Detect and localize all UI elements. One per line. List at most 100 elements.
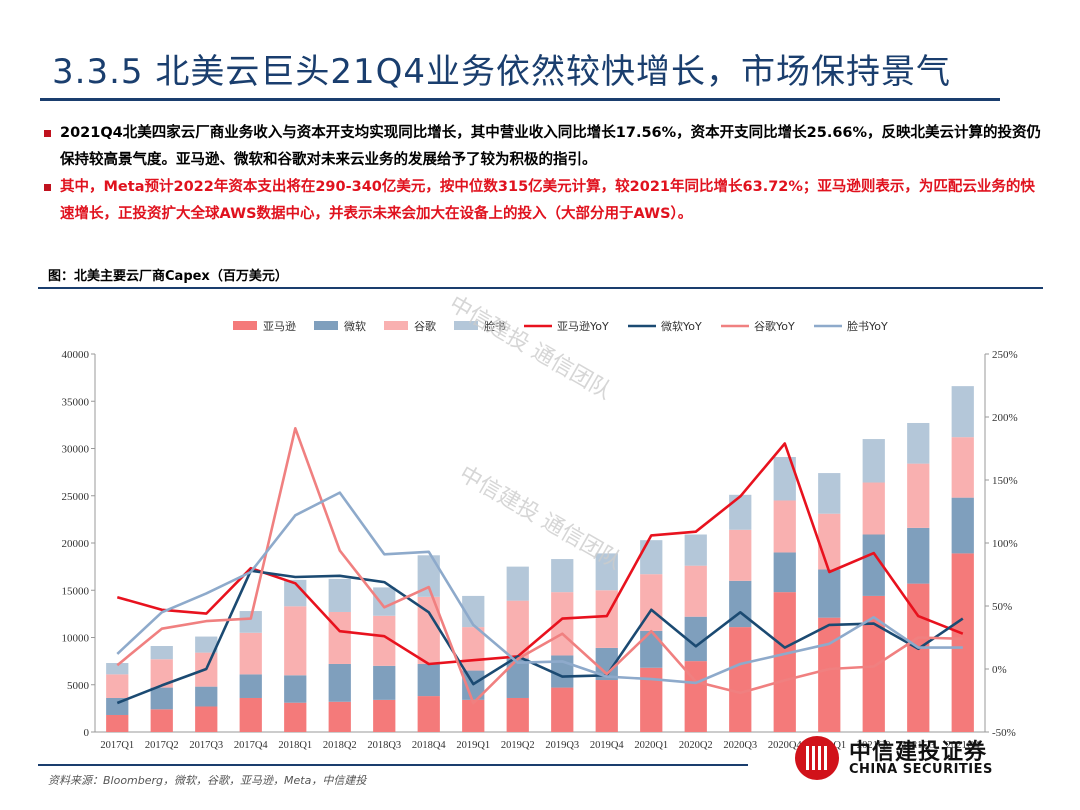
x-tick-label: 2017Q3 — [189, 740, 223, 751]
y2-tick-label: 150% — [992, 475, 1018, 487]
bar-segment — [862, 482, 885, 535]
bar-segment — [640, 630, 663, 668]
bar-segment — [462, 595, 485, 628]
bar-segment — [239, 674, 262, 698]
bar-segment — [862, 439, 885, 483]
y-tick-label: 10000 — [62, 633, 90, 645]
y-tick-label: 35000 — [62, 396, 90, 408]
bar-segment — [684, 661, 707, 732]
bullet-list: 2021Q4北美四家云厂商业务收入与资本开支均实现同比增长，其中营业收入同比增长… — [44, 120, 1044, 228]
bar-segment — [907, 422, 930, 464]
bullet-text: 2021Q4北美四家云厂商业务收入与资本开支均实现同比增长，其中营业收入同比增长… — [60, 125, 1042, 168]
x-tick-label: 2018Q1 — [278, 740, 312, 751]
bar-segment — [773, 500, 796, 553]
footer-divider — [38, 764, 748, 766]
bar-segment — [417, 663, 440, 697]
bar-segment — [773, 552, 796, 593]
x-tick-label: 2020Q3 — [723, 740, 757, 751]
x-tick-label: 2021Q3 — [901, 740, 935, 751]
y2-tick-label: 0% — [992, 664, 1007, 676]
y-tick-label: 5000 — [67, 680, 90, 692]
y-tick-label: 30000 — [62, 444, 90, 456]
bar-segment — [150, 659, 173, 688]
source-note: 资料来源：Bloomberg，微软，谷歌，亚马逊，Meta，中信建投 — [48, 774, 367, 787]
bullet-item: 2021Q4北美四家云厂商业务收入与资本开支均实现同比增长，其中营业收入同比增长… — [44, 120, 1044, 174]
bar-segment — [907, 527, 930, 584]
bar-segment — [506, 658, 529, 698]
y2-tick-label: 100% — [992, 538, 1018, 550]
bullet-marker-icon — [44, 184, 51, 191]
bar-segment — [551, 687, 574, 732]
slide-title: 3.3.5 北美云巨头21Q4业务依然较快增长，市场保持景气 — [52, 52, 951, 92]
bar-segment — [239, 611, 262, 633]
x-tick-label: 2018Q2 — [323, 740, 357, 751]
x-tick-label: 2019Q1 — [456, 740, 490, 751]
bar-segment — [729, 529, 752, 581]
bar-segment — [729, 580, 752, 628]
bar-segment — [818, 473, 841, 514]
legend-label: 谷歌 — [414, 319, 436, 333]
figure-divider — [38, 287, 1043, 289]
x-tick-label: 2021Q4 — [946, 740, 981, 751]
series-line — [116, 427, 963, 705]
bar-segment — [595, 680, 618, 732]
bar-segment — [640, 667, 663, 732]
bar-segment — [284, 702, 307, 732]
x-tick-label: 2018Q3 — [367, 740, 401, 751]
bar-segment — [684, 565, 707, 617]
bar-segment — [150, 709, 173, 732]
bar-segment — [150, 646, 173, 660]
bullet-text: 其中，Meta预计2022年资本支出将在290-340亿美元，按中位数315亿美… — [60, 179, 1035, 222]
bar-segment — [729, 627, 752, 732]
bar-segment — [684, 534, 707, 566]
bar-segment — [284, 675, 307, 703]
y2-tick-label: 50% — [992, 601, 1012, 613]
bar-segment — [862, 534, 885, 596]
x-tick-label: 2019Q3 — [545, 740, 579, 751]
bar-segment — [907, 463, 930, 528]
x-tick-label: 2017Q2 — [145, 740, 179, 751]
bar-segment — [373, 615, 396, 666]
bar-segment — [239, 697, 262, 732]
x-tick-label: 2020Q4 — [768, 740, 803, 751]
bullet-marker-icon — [44, 130, 51, 137]
bar-segment — [417, 696, 440, 732]
company-logo: 中信建投证券 CHINA SECURITIES — [795, 734, 1035, 784]
logo-text-en: CHINA SECURITIES — [849, 762, 993, 777]
legend-label: 亚马逊 — [263, 320, 296, 333]
y2-tick-label: 250% — [992, 349, 1018, 361]
x-tick-label: 2019Q4 — [590, 740, 625, 751]
x-tick-label: 2020Q1 — [634, 740, 668, 751]
title-divider — [40, 98, 1000, 101]
legend-label: 亚马逊YoY — [557, 320, 609, 333]
bar-segment — [818, 513, 841, 570]
bar-segment — [951, 553, 974, 732]
bar-segment — [907, 583, 930, 732]
bar-segment — [328, 701, 351, 732]
bar-segment — [106, 674, 129, 698]
bar-segment — [729, 494, 752, 530]
bar-segment — [239, 632, 262, 675]
legend-swatch — [384, 321, 408, 330]
bar-segment — [328, 663, 351, 702]
legend-swatch — [233, 321, 257, 330]
legend-swatch — [454, 321, 478, 330]
bar-segment — [818, 617, 841, 732]
bar-segment — [773, 592, 796, 732]
legend-label: 脸书 — [484, 319, 506, 333]
x-tick-label: 2017Q4 — [234, 740, 269, 751]
capex-chart: 0 5000 10000 15000 20000 25000 30000 35000 40000… — [62, 319, 1018, 751]
bar-segment — [373, 665, 396, 700]
bar-segment — [862, 595, 885, 732]
bar-segment — [640, 540, 663, 575]
series-line — [116, 491, 963, 685]
figure-title: 图：北美主要云厂商Capex（百万美元） — [48, 269, 288, 284]
bar-segment — [506, 600, 529, 659]
legend-swatch — [314, 321, 338, 330]
series-line — [116, 569, 964, 705]
bar-segment — [106, 663, 129, 675]
bar-segment — [106, 714, 129, 732]
x-tick-label: 2021Q2 — [857, 740, 891, 751]
y-tick-label: 25000 — [62, 491, 90, 503]
bar-segment — [951, 437, 974, 498]
